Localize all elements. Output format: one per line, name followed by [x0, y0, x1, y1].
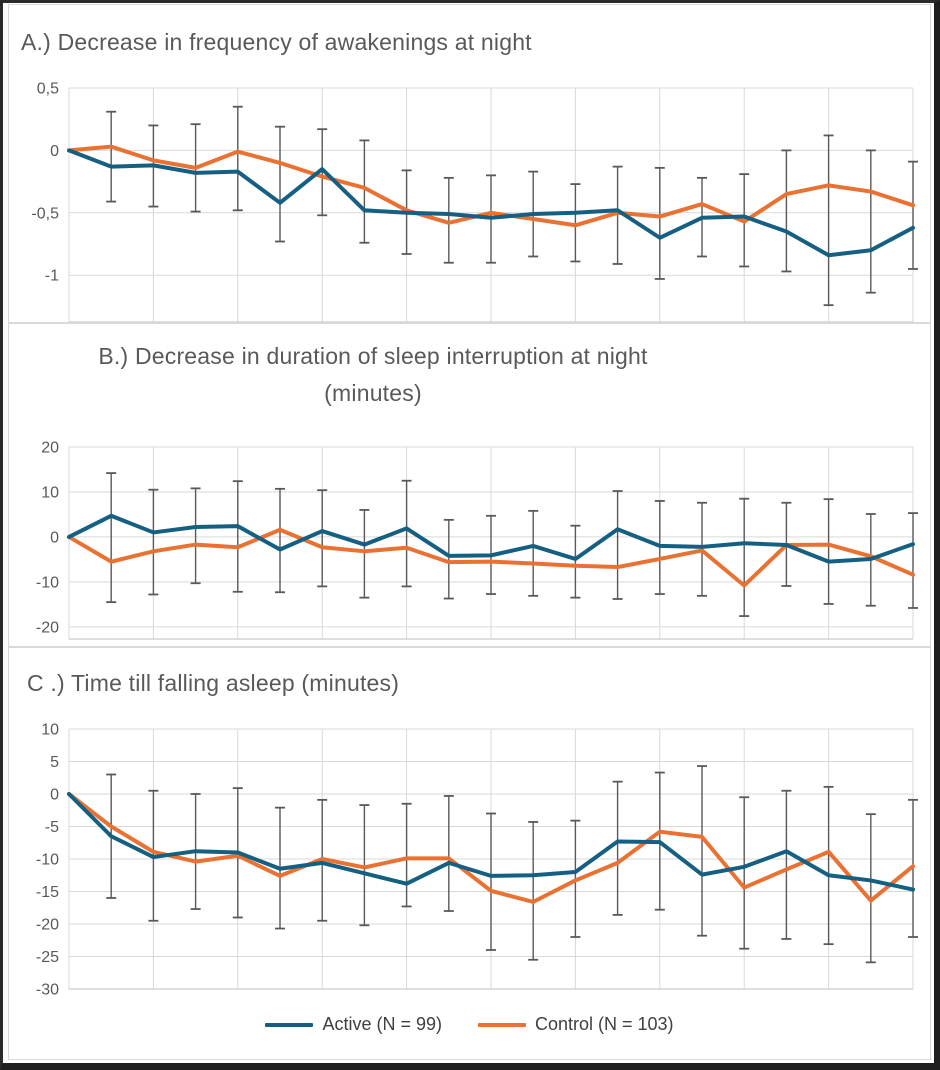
y-tick-label: -30 [36, 982, 59, 999]
control-line-swatch [477, 1022, 526, 1027]
y-tick-label: -10 [36, 574, 59, 591]
active-series-line [67, 148, 915, 258]
active-series-line [67, 792, 915, 892]
chart-b-title-line1: B.) Decrease in duration of sleep interr… [98, 343, 648, 369]
chart-c-plot: 10 5 0 -5 -10 -15 -20 -25 -30 [36, 722, 918, 999]
y-tick-label: -20 [36, 619, 59, 636]
legend-label-control: Control (N = 103) [534, 1014, 674, 1034]
y-tick-label: -5 [45, 819, 59, 836]
y-tick-label: 10 [41, 722, 59, 739]
chart-b-title-line2: (minutes) [324, 380, 422, 406]
chart-b-title: B.) Decrease in duration of sleep interr… [27, 338, 719, 412]
chart-a-plot: 0,5 0 -0,5 -1 [31, 81, 918, 322]
y-tick-label: -10 [36, 852, 59, 869]
legend-label-active: Active (N = 99) [322, 1014, 442, 1034]
y-tick-label: 10 [41, 484, 59, 501]
chart-legend: Active (N = 99) Control (N = 103) [9, 1014, 930, 1035]
y-tick-label: -1 [45, 268, 59, 285]
y-tick-label: 0 [50, 787, 59, 804]
control-series-line [67, 792, 915, 904]
chart-b-panel: B.) Decrease in duration of sleep interr… [8, 323, 931, 647]
y-tick-label: -15 [36, 884, 59, 901]
y-tick-label: 0 [50, 529, 59, 546]
y-tick-label: -25 [36, 949, 59, 966]
legend-item-control: Control (N = 103) [477, 1014, 674, 1035]
y-tick-label: 20 [41, 440, 59, 457]
y-tick-label: 0,5 [37, 81, 59, 98]
chart-b-plot: 20 10 0 -10 -20 [36, 440, 918, 640]
active-line-swatch [265, 1022, 314, 1027]
active-series-line [67, 513, 915, 564]
y-tick-label: -20 [36, 917, 59, 934]
y-tick-label: 0 [50, 143, 59, 160]
y-tick-label: 5 [50, 754, 59, 771]
chart-a-panel: A.) Decrease in frequency of awakenings … [8, 4, 931, 323]
legend-item-active: Active (N = 99) [265, 1014, 442, 1035]
chart-c-title: C .) Time till falling asleep (minutes) [27, 670, 400, 696]
y-tick-label: -0,5 [31, 205, 59, 222]
control-series-line [67, 144, 915, 228]
chart-c-panel: C .) Time till falling asleep (minutes) … [8, 647, 931, 1060]
chart-a-title: A.) Decrease in frequency of awakenings … [21, 29, 532, 55]
control-series-line [67, 527, 915, 588]
